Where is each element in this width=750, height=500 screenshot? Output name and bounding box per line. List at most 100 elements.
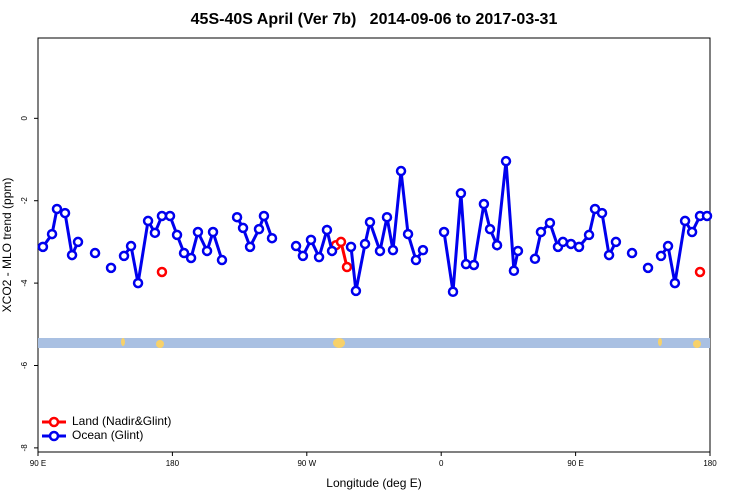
data-point bbox=[417, 244, 429, 256]
data-point bbox=[66, 249, 78, 261]
map-strip bbox=[38, 338, 710, 348]
data-point bbox=[313, 251, 325, 263]
chart-title: 45S-40S April (Ver 7b) 2014-09-06 to 201… bbox=[191, 11, 558, 28]
land-patch bbox=[693, 340, 701, 348]
plot-frame bbox=[37, 37, 711, 453]
data-point bbox=[46, 228, 58, 240]
data-point bbox=[164, 210, 176, 222]
data-point bbox=[662, 240, 674, 252]
land-patch bbox=[156, 340, 164, 348]
data-point bbox=[59, 207, 71, 219]
data-point bbox=[216, 254, 228, 266]
data-point bbox=[305, 234, 317, 246]
data-point bbox=[51, 203, 63, 215]
legend-marker bbox=[48, 430, 60, 442]
legend-marker bbox=[48, 416, 60, 428]
data-point bbox=[105, 262, 117, 274]
data-point bbox=[455, 188, 467, 199]
data-point bbox=[438, 226, 450, 238]
data-point bbox=[512, 245, 524, 257]
data-point bbox=[447, 286, 459, 298]
data-point bbox=[237, 222, 249, 234]
data-point bbox=[321, 224, 333, 236]
data-point bbox=[171, 229, 183, 241]
data-point bbox=[468, 259, 480, 271]
data-point bbox=[535, 226, 547, 238]
data-point bbox=[596, 207, 608, 219]
land-patch bbox=[658, 338, 662, 346]
data-point bbox=[387, 244, 399, 256]
data-point bbox=[565, 238, 577, 250]
data-point bbox=[655, 250, 667, 262]
data-point bbox=[253, 223, 265, 235]
data-point bbox=[583, 229, 595, 241]
data-point bbox=[266, 232, 278, 244]
data-point bbox=[231, 211, 243, 223]
data-point bbox=[201, 245, 213, 257]
data-point bbox=[185, 252, 197, 264]
data-point bbox=[679, 215, 691, 227]
data-point bbox=[491, 239, 503, 251]
data-point bbox=[364, 216, 376, 228]
x-tick-label: 180 bbox=[703, 459, 717, 468]
y-tick-label: -8 bbox=[20, 444, 29, 452]
data-point bbox=[345, 241, 357, 253]
x-axis-label: Longitude (deg E) bbox=[326, 476, 421, 490]
data-point bbox=[694, 266, 706, 278]
ocean-strip bbox=[38, 338, 710, 348]
data-point bbox=[544, 217, 556, 229]
data-point bbox=[125, 240, 137, 252]
data-point bbox=[484, 223, 496, 235]
x-tick-label: 0 bbox=[439, 459, 444, 468]
legend-label: Land (Nadir&Glint) bbox=[72, 414, 171, 428]
data-point bbox=[686, 226, 698, 238]
data-point bbox=[529, 253, 541, 265]
data-point bbox=[350, 285, 362, 297]
data-point bbox=[603, 249, 615, 261]
y-axis-label: XCO2 - MLO trend (ppm) bbox=[0, 178, 14, 313]
data-point bbox=[642, 262, 654, 274]
x-tick-label: 90 E bbox=[567, 459, 583, 468]
data-point bbox=[297, 250, 309, 262]
data-point bbox=[500, 155, 512, 167]
data-point bbox=[402, 228, 414, 240]
data-point bbox=[72, 236, 84, 248]
x-tick-label: 90 W bbox=[297, 459, 316, 468]
data-point bbox=[359, 238, 371, 250]
data-point bbox=[37, 241, 49, 253]
x-tick-label: 180 bbox=[166, 459, 180, 468]
data-point bbox=[610, 236, 622, 248]
data-point bbox=[326, 245, 338, 257]
data-point bbox=[89, 247, 101, 259]
data-point bbox=[142, 215, 154, 227]
y-tick-label: 0 bbox=[20, 116, 29, 121]
data-point bbox=[156, 210, 168, 222]
x-tick-label: 90 E bbox=[30, 459, 46, 468]
data-point bbox=[374, 245, 386, 257]
land-patch bbox=[333, 338, 345, 348]
land-patch bbox=[121, 338, 125, 346]
data-point bbox=[132, 277, 144, 289]
data-point bbox=[381, 211, 393, 223]
data-point bbox=[508, 265, 520, 276]
data-point bbox=[573, 241, 585, 253]
data-point bbox=[626, 247, 638, 259]
data-point bbox=[335, 236, 347, 248]
data-point bbox=[156, 266, 168, 278]
data-point bbox=[290, 240, 302, 252]
y-tick-label: -6 bbox=[20, 361, 29, 369]
data-point bbox=[118, 250, 130, 262]
data-point bbox=[701, 210, 713, 222]
data-point bbox=[557, 236, 569, 248]
legend-label: Ocean (Glint) bbox=[72, 428, 143, 442]
y-tick-label: -4 bbox=[20, 279, 29, 287]
y-tick-label: -2 bbox=[20, 197, 29, 205]
data-point bbox=[149, 227, 161, 239]
data-point bbox=[341, 261, 353, 273]
series-line bbox=[442, 161, 520, 292]
data-point bbox=[244, 241, 256, 253]
data-point bbox=[395, 165, 407, 177]
data-point bbox=[207, 226, 219, 238]
data-point bbox=[410, 254, 422, 266]
